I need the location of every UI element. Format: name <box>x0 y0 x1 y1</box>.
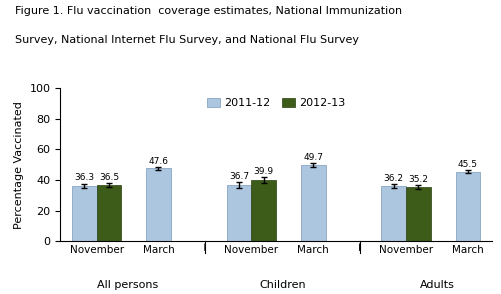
Text: 36.5: 36.5 <box>99 173 119 182</box>
Text: All persons: All persons <box>97 280 158 290</box>
Bar <box>405 187 430 241</box>
Bar <box>226 185 251 241</box>
Bar <box>381 186 405 241</box>
Bar <box>72 186 96 241</box>
Legend: 2011-12, 2012-13: 2011-12, 2012-13 <box>202 94 349 113</box>
Bar <box>146 168 170 241</box>
Bar <box>455 171 479 241</box>
Text: 45.5: 45.5 <box>457 160 477 169</box>
Text: 35.2: 35.2 <box>408 175 428 184</box>
Text: 36.3: 36.3 <box>74 173 94 182</box>
Text: 36.7: 36.7 <box>228 172 248 181</box>
Text: Adults: Adults <box>419 280 453 290</box>
Bar <box>251 180 276 241</box>
Text: 49.7: 49.7 <box>303 153 323 162</box>
Text: Children: Children <box>259 280 305 290</box>
Text: 36.2: 36.2 <box>383 173 403 183</box>
Text: Survey, National Internet Flu Survey, and National Flu Survey: Survey, National Internet Flu Survey, an… <box>15 35 358 45</box>
Y-axis label: Percentage Vaccinated: Percentage Vaccinated <box>14 101 24 228</box>
Text: 39.9: 39.9 <box>253 167 273 176</box>
Text: 47.6: 47.6 <box>148 157 168 166</box>
Bar <box>300 165 325 241</box>
Bar <box>96 185 121 241</box>
Text: Figure 1. Flu vaccination  coverage estimates, National Immunization: Figure 1. Flu vaccination coverage estim… <box>15 6 401 16</box>
